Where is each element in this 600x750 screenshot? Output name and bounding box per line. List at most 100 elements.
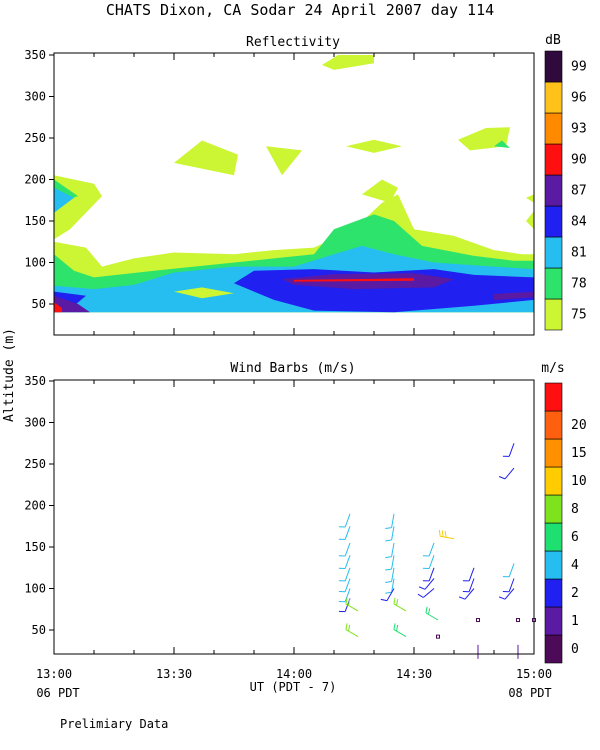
colorbar-swatch	[544, 438, 563, 468]
y-tick-label: 150	[24, 540, 46, 554]
wind-barb	[476, 618, 480, 623]
colorbar-label: 1	[571, 614, 579, 629]
y-tick-label: 350	[24, 374, 46, 388]
preliminary-note: Prelimiary Data	[60, 717, 168, 731]
x-tick-label: 13:30	[156, 667, 192, 681]
wind-barb	[438, 529, 455, 540]
wind-barb	[502, 443, 515, 457]
wind-barb	[417, 588, 435, 598]
contour-region-75db	[362, 179, 398, 203]
wind-barb	[385, 513, 395, 529]
colorbar-label: 6	[571, 530, 579, 545]
contour-region-75db	[346, 139, 402, 153]
wind-barb	[380, 588, 395, 602]
x-right-note: 08 PDT	[508, 686, 551, 700]
contour-region-81db	[54, 187, 74, 213]
y-tick-label: 150	[24, 214, 46, 228]
reflectivity-axes: 50 100 150 200 250 300 350	[24, 48, 535, 335]
wind-barb	[338, 588, 351, 603]
colorbar-label: 93	[571, 122, 587, 137]
x-tick-label: 15:00	[516, 667, 552, 681]
wind-barb	[338, 555, 351, 569]
colorbar-swatch	[544, 634, 563, 664]
wind-barb	[425, 606, 439, 621]
colorbar-swatch	[544, 298, 563, 331]
wind-barbs-title: Wind Barbs (m/s)	[230, 361, 355, 376]
colorbar-label: 84	[571, 215, 587, 230]
wind-barb	[338, 542, 351, 557]
reflectivity-colorbar: 75 78 81 84 87 90 93 96 99	[544, 50, 587, 331]
wind-barb	[458, 588, 475, 600]
contour-region-75db	[174, 140, 238, 176]
colorbar-swatch	[544, 522, 563, 552]
wind-barb	[345, 597, 359, 612]
wind-barb	[422, 555, 435, 569]
wind-barbs-panel: Wind Barbs (m/s) 5010015020025030035013:…	[24, 361, 586, 681]
colorbar-label: 2	[571, 586, 579, 601]
y-tick-label: 200	[24, 173, 46, 187]
y-tick-label: 300	[24, 416, 46, 430]
contour-region-87db	[282, 273, 454, 290]
colorbar-swatch	[544, 550, 563, 580]
y-tick-label: 200	[24, 499, 46, 513]
x-tick-label: 14:00	[276, 667, 312, 681]
contour-patch-75db	[174, 287, 234, 299]
y-tick-label: 100	[24, 256, 46, 270]
contour-region-75db	[526, 211, 534, 230]
y-tick-label: 50	[32, 297, 46, 311]
colorbar-label: 20	[571, 418, 587, 433]
wind-barb	[385, 542, 395, 559]
y-tick-label: 300	[24, 90, 46, 104]
wind-barb	[385, 567, 395, 583]
contour-region-90db	[54, 302, 62, 313]
wind-barb	[345, 623, 359, 638]
contour-region-75db	[526, 194, 534, 203]
wind-barb	[338, 526, 351, 540]
colorbar-swatch	[544, 174, 563, 207]
reflectivity-title: Reflectivity	[246, 35, 340, 50]
wind-barb	[498, 467, 515, 480]
wind-barb	[418, 578, 435, 590]
x-tick-label: 14:30	[396, 667, 432, 681]
reflectivity-contours	[54, 55, 534, 313]
y-tick-label: 350	[24, 48, 46, 62]
colorbar-swatch	[544, 494, 563, 524]
colorbar-label: 0	[571, 642, 579, 657]
contour-region-75db	[266, 146, 302, 176]
wind-barbs	[338, 443, 536, 659]
wind-barb	[516, 618, 520, 623]
colorbar-label: 15	[571, 446, 587, 461]
colorbar-label: 8	[571, 502, 579, 517]
wind-barb	[462, 578, 475, 593]
colorbar-swatch	[544, 466, 563, 496]
wind-barb	[422, 567, 435, 582]
wind-barb	[498, 588, 515, 600]
colorbar-swatch	[544, 112, 563, 145]
contour-region-75db	[322, 55, 374, 70]
wind-barbs-axes: 50 100 150 200 250 300 350 13:00 13:30 14:00 14:30…	[24, 374, 552, 681]
wind-barb	[502, 563, 515, 578]
colorbar-label: 4	[571, 558, 579, 573]
wind-barb	[393, 623, 407, 638]
colorbar-label: 78	[571, 277, 587, 292]
y-tick-label: 100	[24, 582, 46, 596]
colorbar-swatch	[544, 382, 563, 412]
wind-barb	[393, 597, 407, 612]
x-axis-label: UT (PDT - 7)	[250, 680, 337, 694]
wind-colorbar-label: m/s	[541, 361, 564, 376]
contour-region-87db	[494, 291, 534, 300]
wind-barb	[462, 567, 475, 582]
wind-barb	[338, 513, 351, 528]
wind-barbs-frame	[53, 379, 535, 655]
x-tick-label: 13:00	[36, 667, 72, 681]
colorbar-label: 81	[571, 246, 587, 261]
contour-region-78db	[494, 140, 510, 148]
colorbar-label: 87	[571, 184, 587, 199]
reflectivity-colorbar-label: dB	[545, 33, 561, 48]
colorbar-swatch	[544, 81, 563, 114]
wind-barb	[385, 578, 395, 594]
wind-colorbar: 0 1 2 4 6 8 10 15 20	[544, 382, 587, 664]
wind-barb	[502, 578, 515, 593]
colorbar-swatch	[544, 143, 563, 176]
